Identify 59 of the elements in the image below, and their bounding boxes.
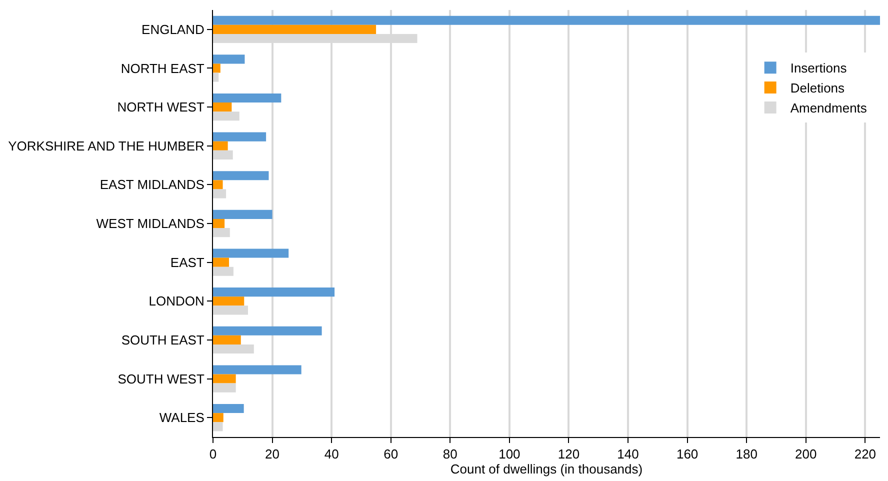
bar xyxy=(213,141,228,150)
y-tick-label: YORKSHIRE AND THE HUMBER xyxy=(8,138,204,154)
x-tick-label: 40 xyxy=(324,446,339,462)
x-tick-label: 120 xyxy=(558,446,580,462)
x-tick-label: 220 xyxy=(854,446,876,462)
bar xyxy=(213,218,225,228)
legend-label: Deletions xyxy=(790,80,846,96)
bar xyxy=(213,404,244,414)
bar xyxy=(213,228,230,238)
x-tick-label: 200 xyxy=(795,446,817,462)
x-tick-label: 180 xyxy=(736,446,758,462)
bar xyxy=(213,296,244,306)
y-tick-label: WALES xyxy=(159,410,205,426)
x-axis-title: Count of dwellings (in thousands) xyxy=(450,462,643,477)
bar xyxy=(213,64,220,73)
x-tick-label: 60 xyxy=(384,446,398,462)
y-tick-label: WEST MIDLANDS xyxy=(96,216,205,232)
bar xyxy=(213,102,232,112)
bar xyxy=(213,258,230,267)
bar xyxy=(213,288,335,297)
bar xyxy=(213,54,245,64)
bar xyxy=(213,16,880,25)
x-tick-label: 80 xyxy=(442,446,458,462)
bar xyxy=(213,189,226,198)
x-tick-label: 160 xyxy=(676,446,698,462)
bar xyxy=(213,326,322,336)
bar xyxy=(213,24,376,34)
bar xyxy=(213,93,282,103)
legend-label: Insertions xyxy=(790,60,848,76)
x-tick-label: 20 xyxy=(265,446,280,462)
x-tick-label: 140 xyxy=(617,446,639,462)
bar xyxy=(213,422,223,432)
bar xyxy=(213,112,240,121)
bar xyxy=(213,344,254,354)
bar xyxy=(213,171,269,180)
bar xyxy=(213,132,266,142)
legend-label: Amendments xyxy=(790,100,868,116)
bar xyxy=(213,180,223,190)
y-tick-label: NORTH WEST xyxy=(117,100,204,115)
bar xyxy=(213,150,233,160)
x-tick-label: 100 xyxy=(498,446,520,462)
bar xyxy=(213,365,302,374)
bar xyxy=(213,72,219,82)
bar xyxy=(213,383,236,392)
y-tick-label: SOUTH WEST xyxy=(118,371,204,386)
y-tick-label: EAST xyxy=(170,254,204,270)
y-tick-label: NORTH EAST xyxy=(120,60,204,76)
bar xyxy=(213,266,234,276)
y-tick-label: EAST MIDLANDS xyxy=(100,177,205,192)
x-tick-label: 0 xyxy=(209,446,217,462)
bar xyxy=(213,335,241,344)
bar xyxy=(213,306,248,315)
y-tick-label: SOUTH EAST xyxy=(121,332,204,348)
bar xyxy=(213,210,272,219)
bar xyxy=(213,374,236,384)
bar xyxy=(213,413,224,422)
bar xyxy=(213,248,289,258)
y-tick-label: LONDON xyxy=(148,294,204,309)
y-tick-label: ENGLAND xyxy=(142,22,204,37)
